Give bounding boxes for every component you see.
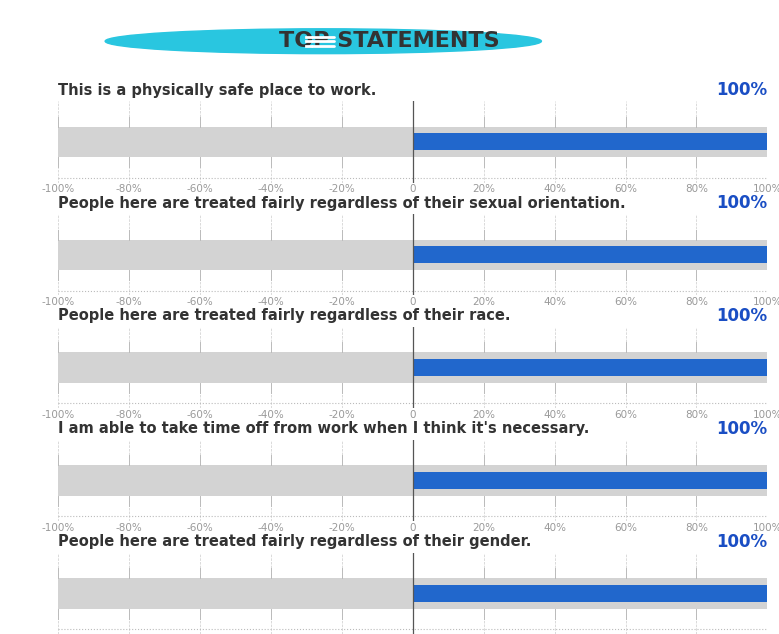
- Bar: [58, 240, 767, 270]
- Text: 100%: 100%: [716, 194, 767, 212]
- Text: 100%: 100%: [716, 307, 767, 325]
- Text: 100%: 100%: [716, 420, 767, 438]
- Text: 100%: 100%: [716, 81, 767, 100]
- Text: This is a physically safe place to work.: This is a physically safe place to work.: [58, 83, 377, 98]
- Text: I am able to take time off from work when I think it's necessary.: I am able to take time off from work whe…: [58, 422, 590, 436]
- Bar: [413, 359, 767, 376]
- Text: People here are treated fairly regardless of their race.: People here are treated fairly regardles…: [58, 309, 511, 323]
- Text: TOP STATEMENTS: TOP STATEMENTS: [279, 31, 500, 51]
- Bar: [413, 585, 767, 602]
- Text: People here are treated fairly regardless of their gender.: People here are treated fairly regardles…: [58, 534, 532, 549]
- Text: People here are treated fairly regardless of their sexual orientation.: People here are treated fairly regardles…: [58, 196, 626, 210]
- Bar: [58, 465, 767, 496]
- Bar: [413, 133, 767, 150]
- Bar: [413, 472, 767, 489]
- Bar: [413, 246, 767, 263]
- Bar: [58, 353, 767, 383]
- Text: 100%: 100%: [716, 533, 767, 551]
- Circle shape: [105, 29, 541, 54]
- Bar: [58, 578, 767, 609]
- Bar: [58, 127, 767, 157]
